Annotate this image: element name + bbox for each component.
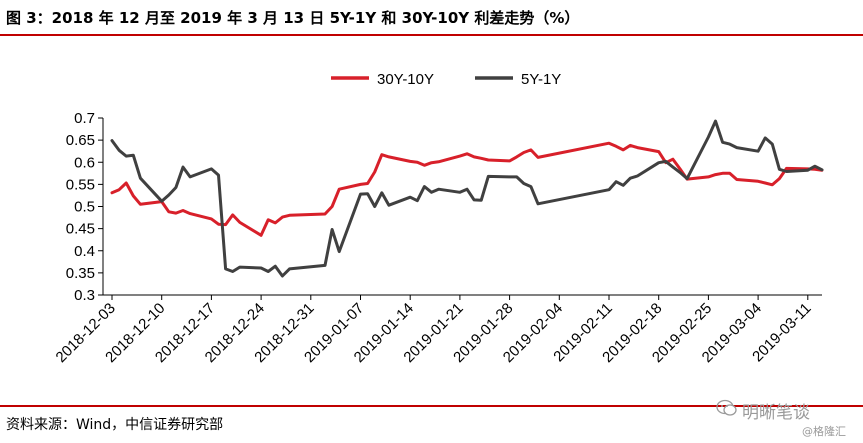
y-tick-label: 0.5 [74,199,95,216]
legend: 30Y-10Y 5Y-1Y [331,71,561,88]
y-tick-label: 0.6 [74,154,95,171]
watermark-title: 明晰笔谈 [742,403,810,423]
series-layer [110,119,824,278]
bottom-rule [0,405,863,407]
source-note: 资料来源：Wind，中信证券研究部 [6,417,224,433]
chart-title: 图 3：2018 年 12 月至 2019 年 3 月 13 日 5Y-1Y 和… [6,9,580,27]
y-tick-label: 0.45 [66,221,95,238]
series-line-5y-1y [110,119,824,278]
y-axis: 0.7 0.65 0.6 0.55 0.5 0.45 0.4 0.35 0.3 [66,110,104,304]
chat-bubble-icon [716,399,737,416]
series-line-30y-10y [110,141,824,237]
y-tick-label: 0.55 [66,176,95,193]
y-tick-label: 0.35 [66,265,95,282]
y-tick-label: 0.65 [66,132,95,149]
legend-label: 5Y-1Y [521,71,561,88]
y-tick-label: 0.4 [74,243,95,260]
y-tick-label: 0.7 [74,110,95,127]
watermark-handle: @格隆汇 [802,425,846,438]
line-chart: 0.7 0.65 0.6 0.55 0.5 0.45 0.4 0.35 0.3 2018-12-… [53,71,824,366]
y-tick-label: 0.3 [74,287,95,304]
legend-label: 30Y-10Y [377,71,434,88]
top-rule [0,34,863,36]
x-axis: 2018-12-032018-12-102018-12-172018-12-24… [53,294,822,366]
